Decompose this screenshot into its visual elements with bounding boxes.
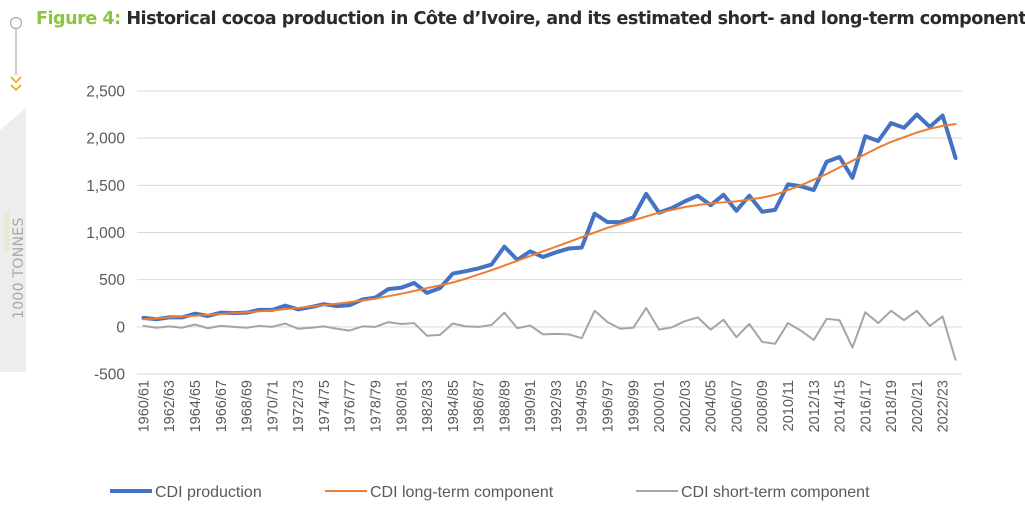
x-tick-label: 1998/99 [626, 380, 642, 432]
x-tick-label: 1976/77 [343, 380, 359, 432]
x-tick-label: 2008/09 [755, 380, 771, 432]
series-line-long-term [142, 123, 957, 321]
x-tick-label: 1986/87 [472, 380, 488, 432]
x-tick-label: 1980/81 [394, 380, 410, 432]
y-tick-label: -500 [94, 367, 125, 384]
x-tick-label: 1992/93 [549, 380, 565, 432]
x-tick-label: 1962/63 [162, 380, 178, 432]
y-tick-label: 2,500 [86, 84, 125, 101]
x-tick-label: 2018/19 [884, 380, 900, 432]
x-tick-label: 1988/89 [497, 380, 513, 432]
y-tick-label: 2,000 [86, 131, 125, 148]
y-axis-ticks: -500 0 500 1,000 1,500 2,000 2,500 [86, 84, 125, 384]
x-tick-label: 2012/13 [807, 380, 823, 432]
timeline-circle-icon [9, 16, 23, 30]
y-tick-label: 500 [99, 272, 125, 289]
legend-label: CDI production [155, 484, 262, 501]
x-tick-label: 2004/05 [704, 380, 720, 432]
x-tick-label: 2000/01 [652, 380, 668, 432]
x-tick-label: 1964/65 [188, 380, 204, 432]
x-tick-label: 1970/71 [265, 380, 281, 432]
x-tick-label: 1978/79 [368, 380, 384, 432]
x-tick-label: 2014/15 [833, 380, 849, 432]
hatch-pattern [3, 210, 11, 254]
legend-label: CDI long-term component [370, 484, 554, 501]
x-tick-label: 1974/75 [317, 380, 333, 432]
y-tick-label: 1,500 [86, 178, 125, 195]
y-tick-label: 0 [116, 319, 125, 336]
legend-label: CDI short-term component [681, 484, 870, 501]
x-tick-label: 2010/11 [781, 380, 797, 431]
series-line-short-term [142, 306, 957, 361]
x-tick-label: 1990/91 [523, 380, 539, 432]
x-tick-label: 2002/03 [678, 380, 694, 432]
figure-title-text: Historical cocoa production in Côte d’Iv… [126, 9, 1025, 29]
x-tick-label: 1972/73 [291, 380, 307, 432]
series-line-production [141, 112, 958, 322]
x-tick-label: 2016/17 [858, 380, 874, 432]
gridlines [137, 90, 962, 375]
legend: CDI production CDI long-term component CDI… [110, 484, 870, 501]
x-tick-label: 1966/67 [214, 380, 230, 432]
figure-title: Figure 4: Historical cocoa production in… [36, 9, 1025, 29]
x-tick-label: 1968/69 [240, 380, 256, 432]
side-decoration [0, 16, 26, 372]
x-axis-ticks: 1960/61 1962/63 1964/65 1966/67 1968/69 1970/… [136, 380, 951, 432]
x-tick-label: 2006/07 [729, 380, 745, 432]
figure-label: Figure 4: [36, 9, 121, 29]
y-tick-label: 1,000 [86, 225, 125, 242]
x-tick-label: 1984/85 [446, 380, 462, 432]
chevron-down-icon [10, 76, 22, 84]
x-tick-label: 1960/61 [136, 380, 152, 432]
x-tick-label: 2020/21 [910, 380, 926, 432]
chevron-down-icon [10, 84, 22, 92]
x-tick-label: 2022/23 [936, 380, 952, 432]
x-tick-label: 1994/95 [575, 380, 591, 432]
x-tick-label: 1996/97 [601, 380, 617, 432]
x-tick-label: 1982/83 [420, 380, 436, 432]
series-lines [141, 112, 958, 361]
side-label-band [0, 108, 26, 372]
